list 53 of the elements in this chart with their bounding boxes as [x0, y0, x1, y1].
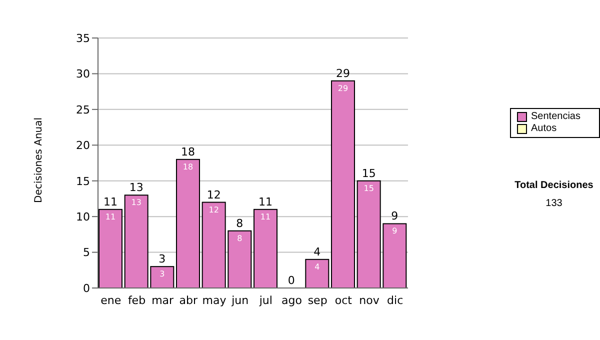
- total-label: 0: [288, 274, 295, 287]
- bar: [305, 258, 330, 288]
- data-label: 11: [260, 212, 271, 222]
- bar: [98, 208, 122, 288]
- bar: [176, 158, 200, 288]
- y-tick-label: 15: [76, 174, 90, 188]
- data-label: 3: [160, 270, 165, 279]
- bar: [331, 80, 355, 288]
- total-label: 13: [129, 181, 144, 194]
- total-label: 18: [181, 145, 195, 158]
- x-tick-label: jul: [258, 294, 272, 307]
- x-tick-label: oct: [334, 294, 353, 307]
- total-label: 29: [336, 66, 350, 80]
- y-tick-label: 0: [83, 282, 90, 295]
- total-label: 12: [206, 188, 221, 202]
- legend-label: Autos: [531, 123, 557, 135]
- data-label: 12: [208, 205, 219, 214]
- y-tick-label: 5: [83, 246, 90, 260]
- bar: [254, 208, 278, 288]
- total-label: 8: [236, 216, 244, 230]
- y-tick-label: 20: [76, 139, 90, 152]
- x-tick-label: abr: [179, 294, 198, 307]
- total-label: 3: [158, 252, 166, 266]
- y-axis-title: Decisiones Anual: [34, 117, 45, 203]
- data-label: 13: [131, 198, 142, 208]
- x-tick-label: mar: [152, 294, 174, 307]
- x-tick-label: jun: [230, 294, 249, 307]
- x-tick-label: sep: [308, 294, 328, 307]
- data-label: 8: [237, 234, 242, 243]
- x-tick-label: ene: [100, 294, 122, 307]
- x-tick-label: feb: [128, 294, 146, 307]
- x-tick-label: may: [202, 294, 227, 307]
- total-label: 4: [314, 245, 321, 258]
- y-tick-label: 30: [76, 68, 90, 81]
- total-label: 15: [362, 166, 376, 180]
- x-tick-label: dic: [387, 294, 404, 307]
- total-label: 9: [391, 210, 398, 223]
- y-tick-label: 35: [76, 32, 90, 45]
- data-label: 15: [364, 184, 374, 193]
- data-label: 9: [392, 226, 398, 236]
- data-label: 18: [182, 162, 194, 172]
- y-tick-label: 10: [76, 210, 90, 224]
- total-label: 11: [104, 195, 118, 208]
- data-label: 29: [338, 84, 348, 93]
- y-tick-label: 25: [76, 103, 90, 116]
- x-tick-label: ago: [282, 294, 302, 307]
- data-label: 11: [105, 212, 116, 222]
- text: Total Decisiones: [514, 180, 594, 191]
- x-tick-label: nov: [359, 294, 380, 307]
- data-label: 4: [314, 262, 320, 272]
- total-label: 11: [258, 195, 272, 208]
- text: 133: [544, 198, 564, 209]
- legend-label: Sentencias: [531, 111, 580, 123]
